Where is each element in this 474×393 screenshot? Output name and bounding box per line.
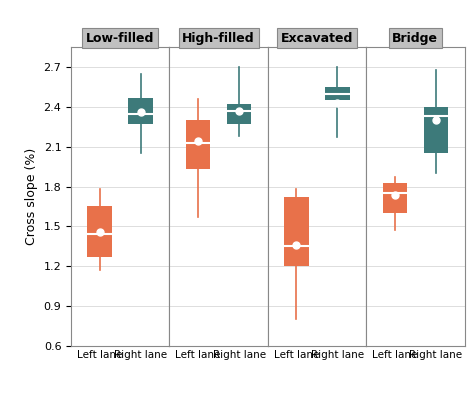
Title: Bridge: Bridge — [392, 31, 438, 44]
PathPatch shape — [325, 87, 350, 100]
PathPatch shape — [186, 120, 210, 169]
PathPatch shape — [88, 206, 112, 257]
PathPatch shape — [227, 104, 251, 124]
PathPatch shape — [424, 107, 448, 153]
Title: Excavated: Excavated — [281, 31, 353, 44]
PathPatch shape — [128, 97, 153, 124]
Title: High-filled: High-filled — [182, 31, 255, 44]
PathPatch shape — [383, 183, 407, 213]
Y-axis label: Cross slope (%): Cross slope (%) — [25, 148, 38, 245]
Title: Low-filled: Low-filled — [86, 31, 155, 44]
PathPatch shape — [284, 197, 309, 266]
